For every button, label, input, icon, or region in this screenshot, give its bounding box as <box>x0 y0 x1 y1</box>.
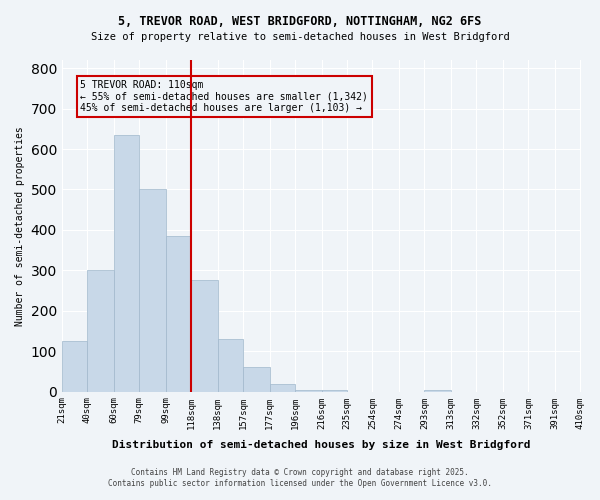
Text: Size of property relative to semi-detached houses in West Bridgford: Size of property relative to semi-detach… <box>91 32 509 42</box>
Text: Contains HM Land Registry data © Crown copyright and database right 2025.
Contai: Contains HM Land Registry data © Crown c… <box>108 468 492 487</box>
Bar <box>424 390 451 392</box>
Bar <box>114 135 139 392</box>
Bar <box>166 236 191 392</box>
Bar <box>322 390 347 392</box>
Bar <box>243 368 270 392</box>
Text: 5, TREVOR ROAD, WEST BRIDGFORD, NOTTINGHAM, NG2 6FS: 5, TREVOR ROAD, WEST BRIDGFORD, NOTTINGH… <box>118 15 482 28</box>
Bar <box>62 341 87 392</box>
Y-axis label: Number of semi-detached properties: Number of semi-detached properties <box>15 126 25 326</box>
Bar <box>139 190 166 392</box>
X-axis label: Distribution of semi-detached houses by size in West Bridgford: Distribution of semi-detached houses by … <box>112 440 530 450</box>
Bar <box>218 339 243 392</box>
Bar <box>87 270 114 392</box>
Bar <box>295 390 322 392</box>
Text: 5 TREVOR ROAD: 110sqm
← 55% of semi-detached houses are smaller (1,342)
45% of s: 5 TREVOR ROAD: 110sqm ← 55% of semi-deta… <box>80 80 368 114</box>
Bar <box>191 280 218 392</box>
Bar <box>270 384 295 392</box>
